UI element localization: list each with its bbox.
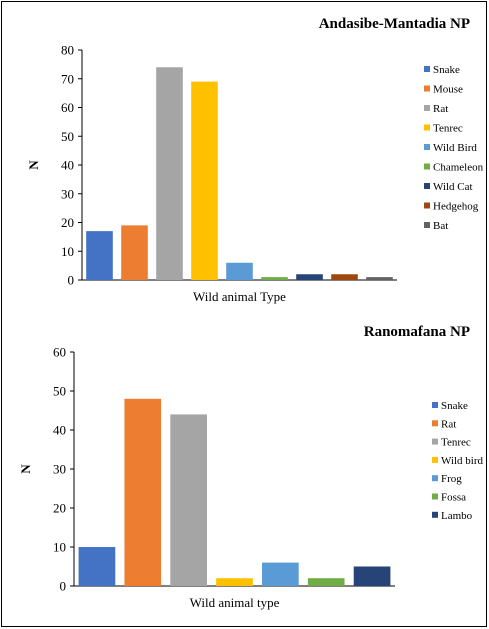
legend-swatch bbox=[424, 202, 430, 209]
legend-swatch bbox=[432, 475, 438, 482]
legend-label: Hedgehog bbox=[433, 201, 479, 213]
chart-1: Andasibe-Mantadia NP 0 10 20 30 40 50 60 70 80 Wil… bbox=[26, 16, 484, 304]
legend-swatch bbox=[424, 222, 430, 228]
bar-wild-bird bbox=[226, 262, 253, 280]
y-tick-label: 30 bbox=[61, 186, 74, 201]
y-axis-label: N bbox=[26, 160, 41, 170]
legend: Snake Rat Tenrec Wild bird Frog Fossa Lambo bbox=[432, 400, 484, 522]
bar-bat bbox=[366, 277, 393, 280]
legend-swatch bbox=[424, 124, 430, 131]
bar-fossa bbox=[307, 578, 345, 586]
bar-rat bbox=[124, 398, 162, 586]
legend-label: Lambo bbox=[441, 510, 473, 522]
bar-rat bbox=[156, 67, 183, 280]
legend-swatch bbox=[432, 511, 438, 518]
chart-2: Ranomafana NP 0 10 20 30 40 50 60 Wild animal ty… bbox=[18, 324, 484, 610]
legend-swatch bbox=[432, 493, 438, 500]
legend-swatch bbox=[424, 85, 430, 92]
legend-label: Fossa bbox=[441, 492, 466, 504]
bar-hedgehog bbox=[331, 274, 358, 280]
legend-label: Snake bbox=[441, 400, 468, 412]
y-tick-label: 60 bbox=[53, 345, 66, 360]
y-tick-label: 20 bbox=[53, 501, 66, 516]
bar-frog bbox=[262, 562, 299, 586]
y-tick-label: 40 bbox=[61, 158, 74, 173]
chart-title: Ranomafana NP bbox=[364, 324, 470, 340]
y-tick-label: 50 bbox=[61, 129, 74, 144]
legend-label: Wild Bird bbox=[433, 142, 477, 154]
legend: Snake Mouse Rat Tenrec Wild Bird Chameleon Wil… bbox=[424, 64, 484, 232]
legend-swatch bbox=[424, 183, 430, 189]
bar-lambo bbox=[353, 566, 391, 586]
y-tick-label: 20 bbox=[61, 215, 74, 230]
y-tick-label: 30 bbox=[53, 462, 66, 477]
y-tick-label: 60 bbox=[61, 100, 74, 115]
legend-label: Chameleon bbox=[433, 162, 484, 174]
y-tick-label: 10 bbox=[61, 244, 74, 259]
y-tick-label: 10 bbox=[53, 540, 66, 555]
legend-swatch bbox=[424, 105, 430, 111]
legend-label: Frog bbox=[441, 473, 462, 485]
x-axis-label: Wild animal Type bbox=[193, 289, 286, 304]
legend-label: Snake bbox=[433, 64, 460, 76]
bar-tenrec bbox=[191, 81, 218, 280]
legend-label: Wild bird bbox=[441, 455, 484, 467]
bar-snake bbox=[78, 547, 116, 586]
bar-snake bbox=[86, 231, 113, 280]
bar-wild-bird bbox=[216, 578, 253, 586]
legend-label: Rat bbox=[441, 418, 456, 430]
legend-swatch bbox=[424, 144, 430, 150]
legend-label: Tenrec bbox=[441, 437, 471, 449]
legend-label: Bat bbox=[433, 220, 448, 232]
bar-mouse bbox=[121, 225, 148, 280]
legend-label: Wild Cat bbox=[433, 181, 473, 193]
bar-tenrec bbox=[170, 414, 207, 586]
y-axis-label: N bbox=[18, 464, 33, 474]
legend-swatch bbox=[432, 420, 438, 427]
bar-chameleon bbox=[261, 277, 288, 280]
chart-title: Andasibe-Mantadia NP bbox=[319, 16, 470, 32]
y-tick-label: 40 bbox=[53, 423, 66, 438]
bar-wild-cat bbox=[296, 274, 323, 280]
legend-label: Rat bbox=[433, 103, 448, 115]
y-tick-label: 0 bbox=[60, 579, 67, 594]
legend-swatch bbox=[424, 66, 430, 72]
legend-swatch bbox=[432, 438, 438, 445]
legend-swatch bbox=[424, 163, 430, 170]
legend-swatch bbox=[432, 456, 438, 463]
y-tick-label: 80 bbox=[61, 43, 74, 58]
legend-swatch bbox=[432, 402, 438, 408]
x-axis-label: Wild animal type bbox=[190, 595, 280, 610]
legend-label: Mouse bbox=[433, 84, 463, 96]
y-tick-label: 70 bbox=[61, 71, 74, 86]
y-tick-label: 0 bbox=[68, 273, 75, 288]
legend-label: Tenrec bbox=[433, 123, 463, 135]
y-tick-label: 50 bbox=[53, 384, 66, 399]
